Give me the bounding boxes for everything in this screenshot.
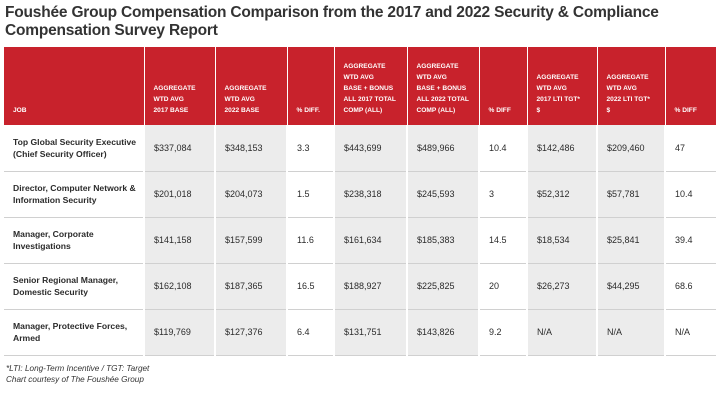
table-cell: $143,826 — [407, 309, 480, 356]
table-cell: N/A — [665, 309, 716, 356]
table-cell: 14.5 — [479, 217, 528, 264]
table-header-row: JOB AGGREGATE WTD AVG 2017 Base AGGREGAT… — [4, 47, 716, 125]
table-cell: 9.2 — [479, 309, 528, 356]
table-cell: $127,376 — [215, 309, 288, 356]
table-cell: $141,158 — [144, 217, 216, 264]
table-cell: $201,018 — [144, 171, 216, 218]
table-cell: 68.6 — [665, 263, 716, 310]
table-row: Manager, Protective Forces, Armed $119,7… — [4, 309, 716, 356]
table-row: Manager, Corporate Investigations $141,1… — [4, 217, 716, 264]
compensation-table: JOB AGGREGATE WTD AVG 2017 Base AGGREGAT… — [4, 47, 716, 356]
table-cell: $161,634 — [334, 217, 408, 264]
job-title-cell: Manager, Corporate Investigations — [4, 217, 145, 264]
table-cell: $209,460 — [597, 125, 666, 172]
table-cell: $443,699 — [334, 125, 408, 172]
table-cell: $157,599 — [215, 217, 288, 264]
table-cell: $26,273 — [527, 263, 598, 310]
table-cell: 10.4 — [665, 171, 716, 218]
header-cell: AGGREGATE WTD AVG 2017 LTI TGT* $ — [527, 47, 598, 125]
table-cell: 3.3 — [287, 125, 335, 172]
table-cell: 39.4 — [665, 217, 716, 264]
table-cell: $225,825 — [407, 263, 480, 310]
table-cell: $245,593 — [407, 171, 480, 218]
table-cell: 20 — [479, 263, 528, 310]
header-cell: AGGREGATE WTD AVG 2017 Base — [144, 47, 216, 125]
header-cell: AGGREGATE WTD AVG Base + Bonus All 2022 … — [407, 47, 480, 125]
table-cell: $131,751 — [334, 309, 408, 356]
table-cell: $52,312 — [527, 171, 598, 218]
table-cell: $185,383 — [407, 217, 480, 264]
table-cell: $188,927 — [334, 263, 408, 310]
job-title-cell: Top Global Security Executive (Chief Sec… — [4, 125, 145, 172]
table-cell: N/A — [527, 309, 598, 356]
page-title: Foushée Group Compensation Comparison fr… — [5, 4, 659, 39]
header-cell: % Diff. — [287, 47, 335, 125]
table-cell: $44,295 — [597, 263, 666, 310]
job-title-cell: Manager, Protective Forces, Armed — [4, 309, 145, 356]
table-cell: $162,108 — [144, 263, 216, 310]
table-cell: 10.4 — [479, 125, 528, 172]
header-cell: % Diff — [479, 47, 528, 125]
table-cell: $18,534 — [527, 217, 598, 264]
table-cell: 1.5 — [287, 171, 335, 218]
table-cell: $348,153 — [215, 125, 288, 172]
footnote: *LTI: Long-Term Incentive / TGT: Target … — [6, 363, 149, 385]
table-cell: N/A — [597, 309, 666, 356]
table-cell: $57,781 — [597, 171, 666, 218]
table-cell: 16.5 — [287, 263, 335, 310]
table-cell: $119,769 — [144, 309, 216, 356]
footnote-credit: Chart courtesy of The Foushée Group — [6, 375, 144, 384]
table-cell: $187,365 — [215, 263, 288, 310]
table-cell: $489,966 — [407, 125, 480, 172]
job-title-cell: Director, Computer Network & Information… — [4, 171, 145, 218]
table-cell: 6.4 — [287, 309, 335, 356]
table-cell: $142,486 — [527, 125, 598, 172]
table-cell: $25,841 — [597, 217, 666, 264]
job-title-cell: Senior Regional Manager, Domestic Securi… — [4, 263, 145, 310]
footnote-definition: *LTI: Long-Term Incentive / TGT: Target — [6, 364, 150, 373]
header-cell: AGGREGATE WTD AVG 2022 Base — [215, 47, 288, 125]
header-cell: JOB — [4, 47, 145, 125]
table-row: Top Global Security Executive (Chief Sec… — [4, 125, 716, 172]
table-cell: $337,084 — [144, 125, 216, 172]
table-row: Director, Computer Network & Information… — [4, 171, 716, 218]
table-row: Senior Regional Manager, Domestic Securi… — [4, 263, 716, 310]
header-cell: AGGREGATE WTD AVG Base + Bonus All 2017 … — [334, 47, 408, 125]
header-cell: AGGREGATE WTD AVG 2022 LTI TGT* $ — [597, 47, 666, 125]
header-cell: % Diff — [665, 47, 716, 125]
table-cell: $204,073 — [215, 171, 288, 218]
table-cell: $238,318 — [334, 171, 408, 218]
table-cell: 47 — [665, 125, 716, 172]
table-cell: 3 — [479, 171, 528, 218]
table-cell: 11.6 — [287, 217, 335, 264]
